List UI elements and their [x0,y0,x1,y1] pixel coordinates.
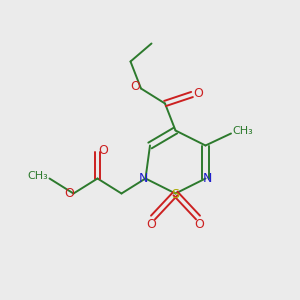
Text: CH₃: CH₃ [28,171,49,181]
Text: O: O [147,218,156,232]
Text: S: S [172,188,179,202]
Text: O: O [99,143,108,157]
Text: O: O [195,218,204,232]
Text: N: N [138,172,148,185]
Text: N: N [203,172,213,185]
Text: O: O [193,86,203,100]
Text: CH₃: CH₃ [232,126,253,136]
Text: O: O [131,80,140,94]
Text: O: O [64,187,74,200]
